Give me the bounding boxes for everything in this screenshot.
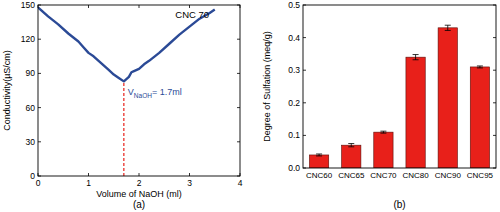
plot-marks bbox=[309, 25, 489, 168]
data-line bbox=[38, 7, 215, 81]
y-tick bbox=[493, 37, 496, 38]
plot-frame bbox=[38, 5, 240, 176]
panel-label: (a) bbox=[133, 199, 145, 210]
x-tick-label: CNC90 bbox=[435, 171, 462, 180]
y-tick-label: 0.0 bbox=[288, 163, 300, 173]
y-tick-label: 150 bbox=[21, 0, 35, 10]
error-bar bbox=[477, 66, 483, 68]
y-tick bbox=[303, 70, 306, 71]
bar bbox=[309, 155, 328, 168]
plot-frame bbox=[303, 5, 496, 168]
bar bbox=[470, 67, 489, 168]
y-tick-label: 120 bbox=[21, 34, 35, 44]
y-axis-label: Conductivity(µS/cm) bbox=[2, 50, 12, 131]
y-tick-label: 0.3 bbox=[288, 65, 300, 75]
y-axis-label: Degree of Sulfation (meq/g) bbox=[262, 31, 272, 142]
x-tick-label: 4 bbox=[238, 178, 243, 188]
annotation-rest: = 1.7ml bbox=[152, 87, 182, 97]
x-tick-label: CNC70 bbox=[370, 171, 397, 180]
plot-marks bbox=[38, 7, 215, 176]
y-tick bbox=[493, 102, 496, 103]
x-tick-label: 0 bbox=[36, 178, 41, 188]
annotation: VNaOH= 1.7ml bbox=[128, 87, 182, 99]
figure: 0 30 60 90 120 150 Conductivity(µS/cm) 0 1 2 3 4 Vol… bbox=[0, 0, 500, 212]
y-tick bbox=[493, 70, 496, 71]
y-tick bbox=[303, 37, 306, 38]
x-tick-label: CNC80 bbox=[402, 171, 429, 180]
panel-1: 0.0 0.1 0.2 0.3 0.4 0.5 Degree of Sulfation (m… bbox=[262, 0, 496, 210]
x-axis-label: Volume of NaOH (ml) bbox=[96, 189, 182, 199]
y-tick-label: 0.4 bbox=[288, 33, 300, 43]
y-tick bbox=[303, 135, 306, 136]
y-tick bbox=[303, 102, 306, 103]
y-tick-label: 90 bbox=[26, 68, 36, 78]
error-bar bbox=[413, 55, 419, 60]
x-tick-label: CNC65 bbox=[338, 171, 365, 180]
panel-0: 0 30 60 90 120 150 Conductivity(µS/cm) 0 1 2 3 4 Vol… bbox=[2, 0, 243, 210]
annotation-sub: NaOH bbox=[134, 92, 152, 99]
error-bar bbox=[348, 144, 354, 147]
bar bbox=[406, 57, 425, 168]
y-tick-label: 0 bbox=[30, 171, 35, 181]
x-tick-label: 2 bbox=[137, 178, 142, 188]
x-tick-label: CNC95 bbox=[467, 171, 494, 180]
bar bbox=[342, 145, 361, 168]
error-bar bbox=[316, 154, 322, 156]
y-tick-label: 30 bbox=[26, 137, 36, 147]
bar bbox=[374, 132, 393, 168]
y-tick-label: 0.5 bbox=[288, 0, 300, 10]
y-tick-label: 0.2 bbox=[288, 98, 300, 108]
y-tick bbox=[493, 135, 496, 136]
error-bar bbox=[380, 131, 386, 133]
annotation-line bbox=[123, 81, 124, 176]
chart-title: CNC 70 bbox=[175, 9, 209, 20]
error-bar bbox=[445, 25, 451, 30]
panel-label: (b) bbox=[393, 199, 405, 210]
x-tick-label: 3 bbox=[187, 178, 192, 188]
x-tick-label: CNC60 bbox=[306, 171, 333, 180]
bar bbox=[438, 28, 457, 168]
y-tick-label: 60 bbox=[26, 103, 36, 113]
x-tick-label: 1 bbox=[86, 178, 91, 188]
y-tick-label: 0.1 bbox=[288, 130, 300, 140]
